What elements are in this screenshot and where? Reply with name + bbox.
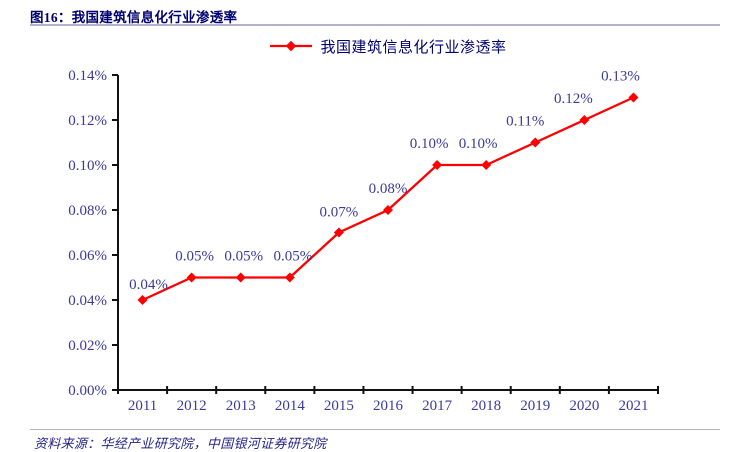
chart-legend: 我国建筑信息化行业渗透率 xyxy=(118,36,658,56)
y-tick-label: 0.06% xyxy=(68,248,107,264)
diamond-marker xyxy=(628,92,639,103)
data-label: 0.05% xyxy=(224,249,263,265)
diamond-marker xyxy=(383,205,393,215)
y-tick-label: 0.04% xyxy=(68,293,107,309)
x-tick-label: 2015 xyxy=(324,398,354,414)
data-label: 0.11% xyxy=(506,114,544,130)
data-label: 0.05% xyxy=(175,249,214,265)
x-tick-label: 2018 xyxy=(471,398,501,414)
data-label: 0.10% xyxy=(459,136,498,152)
data-label: 0.10% xyxy=(410,136,449,152)
diamond-marker xyxy=(284,272,295,283)
data-label: 0.13% xyxy=(601,69,640,85)
diamond-marker xyxy=(235,272,246,283)
x-tick-label: 2013 xyxy=(226,398,256,414)
footer-rule xyxy=(30,429,720,430)
y-tick-label: 0.10% xyxy=(68,158,107,174)
data-label: 0.04% xyxy=(129,277,168,293)
diamond-line-icon xyxy=(270,40,313,52)
title-rule xyxy=(30,24,720,26)
x-tick-label: 2021 xyxy=(618,398,648,414)
diamond-marker xyxy=(481,160,492,170)
y-tick-label: 0.12% xyxy=(68,113,107,129)
x-tick-label: 2011 xyxy=(128,398,157,414)
figure-title: 图16：我国建筑信息化行业渗透率 xyxy=(30,10,238,25)
x-tick-label: 2014 xyxy=(275,398,306,414)
x-tick-label: 2012 xyxy=(177,398,207,414)
y-tick-label: 0.02% xyxy=(68,338,107,354)
diamond-marker xyxy=(186,272,197,283)
diamond-marker xyxy=(530,137,541,148)
data-label: 0.05% xyxy=(273,249,312,265)
line-series xyxy=(142,96,634,302)
data-label: 0.12% xyxy=(554,91,593,107)
diamond-marker xyxy=(432,160,443,170)
x-tick-label: 2017 xyxy=(422,398,453,414)
x-tick-label: 2016 xyxy=(373,398,404,414)
diamond-marker xyxy=(333,227,344,238)
diamond-marker xyxy=(137,295,148,305)
y-tick-label: 0.08% xyxy=(68,203,107,219)
legend-label: 我国建筑信息化行业渗透率 xyxy=(320,39,507,56)
x-tick-label: 2019 xyxy=(520,398,550,414)
data-label: 0.07% xyxy=(320,205,359,221)
y-tick-label: 0.00% xyxy=(68,383,107,399)
data-label: 0.08% xyxy=(369,181,408,197)
diamond-marker xyxy=(579,115,590,125)
x-tick-label: 2020 xyxy=(569,398,599,414)
y-tick-label: 0.14% xyxy=(68,68,107,84)
source-note: 资料来源：华经产业研究院，中国银河证券研究院 xyxy=(34,436,327,451)
